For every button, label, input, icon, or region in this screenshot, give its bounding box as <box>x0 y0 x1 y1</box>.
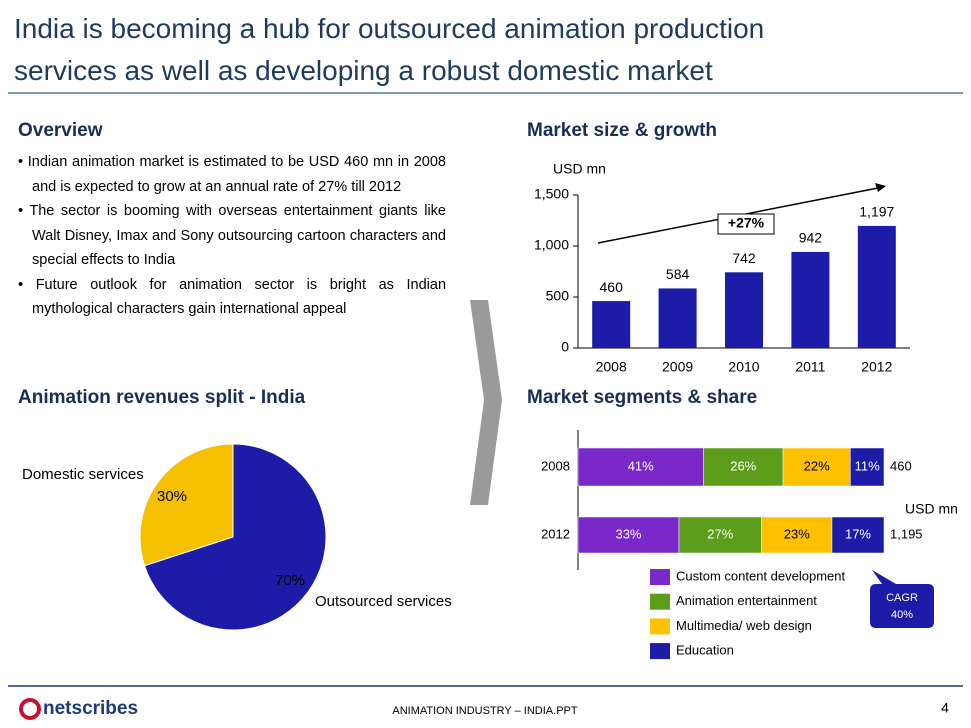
annotation-box <box>717 213 775 235</box>
bar <box>592 301 631 348</box>
bullet: Future outlook for animation sector is b… <box>18 273 446 322</box>
section-heading: Market segments & share <box>527 387 758 408</box>
y-tick-label: 2012 <box>541 526 570 541</box>
bar-segment <box>703 447 784 487</box>
data-label: 22% <box>804 458 830 473</box>
y-tick-label: 0 <box>561 339 569 355</box>
data-label: 460 <box>600 279 624 295</box>
arrow-head <box>875 183 886 192</box>
logo-mark <box>19 698 41 720</box>
data-label: 17% <box>845 526 871 541</box>
x-tick-label: 2011 <box>795 359 825 375</box>
y-tick-label: 1,500 <box>534 186 569 202</box>
bar-segment <box>761 516 833 554</box>
axis-label: USD mn <box>553 161 606 177</box>
legend-label: Custom content development <box>676 568 845 583</box>
overview-list: Indian animation market is estimated to … <box>18 150 446 322</box>
callout-text: 40% <box>891 609 913 621</box>
data-label: 41% <box>628 458 654 473</box>
y-tick-label: 500 <box>546 288 570 304</box>
callout-text: CAGR <box>886 592 918 604</box>
bullet: Indian animation market is estimated to … <box>18 150 446 199</box>
unit-label: USD mn <box>905 501 958 517</box>
footer-text: ANIMATION INDUSTRY – INDIA.PPT <box>392 705 577 717</box>
x-tick-label: 2009 <box>662 359 693 375</box>
bar-segment <box>850 447 885 487</box>
bar-segment <box>782 447 851 487</box>
section-heading: Market size & growth <box>527 120 718 141</box>
section-heading: Overview <box>18 120 103 141</box>
total-label: 1,195 <box>890 526 923 541</box>
data-label: 11% <box>855 458 880 473</box>
bar <box>658 288 697 348</box>
data-label: 23% <box>784 526 810 541</box>
bar-segment <box>577 447 704 487</box>
bar-segment <box>577 516 680 554</box>
bar-segment <box>831 516 885 554</box>
title-line: India is becoming a hub for outsourced a… <box>14 13 765 44</box>
legend-swatch <box>650 569 670 585</box>
callout <box>870 570 934 628</box>
legend-label: Multimedia/ web design <box>676 618 812 633</box>
chevron <box>470 300 502 505</box>
page-number: 4 <box>941 700 949 716</box>
bar <box>725 272 763 348</box>
slice-label: Outsourced services <box>315 593 452 610</box>
bar <box>857 225 896 348</box>
legend-swatch <box>650 618 670 635</box>
data-label: 1,197 <box>859 204 894 220</box>
data-label: 742 <box>732 250 756 266</box>
total-label: 460 <box>890 458 912 473</box>
slide-title: India is becoming a hub for outsourced a… <box>14 8 964 92</box>
data-label: 27% <box>707 526 733 541</box>
data-label: 942 <box>799 230 823 246</box>
x-tick-label: 2010 <box>728 359 759 375</box>
data-label: 584 <box>666 266 690 282</box>
bullet: The sector is booming with overseas ente… <box>18 199 446 273</box>
legend-swatch <box>650 593 670 610</box>
legend-swatch <box>650 643 670 660</box>
legend-label: Education <box>676 643 734 658</box>
slice-label: Domestic services <box>22 466 144 483</box>
bar-segment <box>678 516 762 554</box>
y-tick-label: 2008 <box>541 458 570 473</box>
data-label: 33% <box>615 526 641 541</box>
y-tick-label: 1,000 <box>534 237 569 253</box>
pie-slice <box>139 443 234 567</box>
logo: netscribes <box>43 698 138 719</box>
x-tick-label: 2012 <box>861 359 892 375</box>
pie-slice <box>143 443 327 631</box>
data-label: 26% <box>730 458 756 473</box>
x-tick-label: 2008 <box>596 359 627 375</box>
bar <box>791 251 830 348</box>
annotation: +27% <box>728 215 765 231</box>
section-heading: Animation revenues split - India <box>18 387 306 408</box>
legend-label: Animation entertainment <box>676 593 817 608</box>
title-line: services as well as developing a robust … <box>14 55 713 86</box>
slice-value: 70% <box>275 572 305 589</box>
slice-value: 30% <box>157 488 187 505</box>
